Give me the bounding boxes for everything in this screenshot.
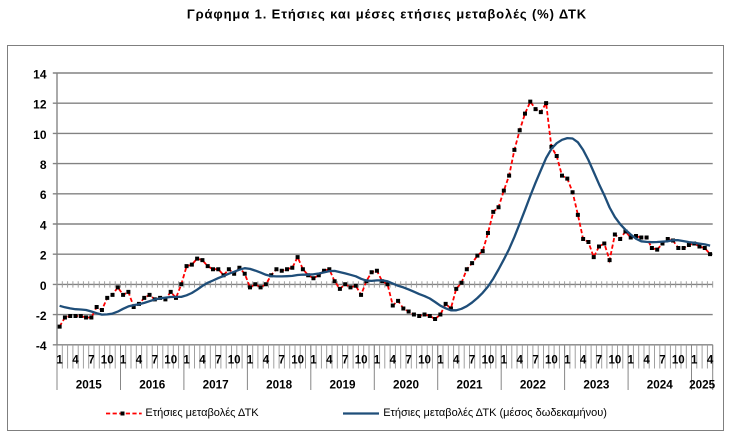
svg-text:10: 10 xyxy=(101,355,114,367)
svg-text:2017: 2017 xyxy=(203,378,229,391)
svg-text:1: 1 xyxy=(183,355,190,367)
svg-text:7: 7 xyxy=(532,355,538,367)
svg-text:1: 1 xyxy=(501,355,508,367)
svg-text:12: 12 xyxy=(33,98,47,112)
svg-text:2023: 2023 xyxy=(583,378,610,391)
svg-text:10: 10 xyxy=(609,355,622,367)
svg-text:6: 6 xyxy=(40,188,47,202)
svg-text:-4: -4 xyxy=(36,339,47,353)
svg-text:1: 1 xyxy=(691,355,698,367)
svg-text:2015: 2015 xyxy=(76,378,103,391)
svg-text:1: 1 xyxy=(56,355,63,367)
svg-text:7: 7 xyxy=(278,355,284,367)
svg-text:2021: 2021 xyxy=(456,378,483,391)
svg-text:10: 10 xyxy=(164,355,177,367)
svg-text:7: 7 xyxy=(342,355,348,367)
svg-text:4: 4 xyxy=(707,355,714,367)
svg-text:7: 7 xyxy=(88,355,94,367)
svg-text:4: 4 xyxy=(263,355,270,367)
svg-text:7: 7 xyxy=(469,355,475,367)
svg-text:1: 1 xyxy=(627,355,634,367)
svg-text:4: 4 xyxy=(199,355,206,367)
svg-text:4: 4 xyxy=(516,355,523,367)
svg-text:4: 4 xyxy=(453,355,460,367)
svg-text:7: 7 xyxy=(152,355,158,367)
svg-text:4: 4 xyxy=(643,355,650,367)
svg-text:1: 1 xyxy=(310,355,317,367)
svg-text:10: 10 xyxy=(418,355,431,367)
svg-text:10: 10 xyxy=(355,355,368,367)
svg-text:2019: 2019 xyxy=(329,378,356,391)
svg-text:7: 7 xyxy=(596,355,602,367)
svg-text:7: 7 xyxy=(215,355,221,367)
svg-text:1: 1 xyxy=(374,355,381,367)
svg-text:4: 4 xyxy=(580,355,587,367)
svg-text:2022: 2022 xyxy=(520,378,547,391)
svg-text:2016: 2016 xyxy=(139,378,166,391)
svg-text:10: 10 xyxy=(228,355,241,367)
svg-text:2025: 2025 xyxy=(689,378,716,391)
svg-text:1: 1 xyxy=(437,355,444,367)
svg-text:10: 10 xyxy=(482,355,495,367)
svg-text:7: 7 xyxy=(405,355,411,367)
svg-text:4: 4 xyxy=(390,355,397,367)
svg-text:2020: 2020 xyxy=(393,378,420,391)
svg-text:10: 10 xyxy=(291,355,304,367)
svg-text:Ετήσιες μεταβολές ΔΤΚ: Ετήσιες μεταβολές ΔΤΚ xyxy=(145,407,259,419)
svg-text:4: 4 xyxy=(72,355,79,367)
svg-text:7: 7 xyxy=(659,355,665,367)
svg-text:1: 1 xyxy=(564,355,571,367)
svg-text:2024: 2024 xyxy=(647,378,674,391)
svg-text:10: 10 xyxy=(672,355,685,367)
svg-text:-2: -2 xyxy=(36,309,47,323)
svg-text:0: 0 xyxy=(40,279,47,293)
svg-text:14: 14 xyxy=(33,67,47,81)
svg-text:1: 1 xyxy=(120,355,127,367)
svg-text:2018: 2018 xyxy=(266,378,293,391)
svg-text:10: 10 xyxy=(545,355,558,367)
svg-text:10: 10 xyxy=(33,128,47,142)
svg-text:4: 4 xyxy=(326,355,333,367)
svg-text:1: 1 xyxy=(247,355,254,367)
svg-text:8: 8 xyxy=(40,158,47,172)
svg-text:4: 4 xyxy=(136,355,143,367)
svg-text:2: 2 xyxy=(40,249,47,263)
svg-text:4: 4 xyxy=(40,218,47,232)
svg-text:Ετήσιες μεταβολές ΔΤΚ (μέσος δ: Ετήσιες μεταβολές ΔΤΚ (μέσος δωδεκαμήνου… xyxy=(383,407,607,419)
svg-text:Γράφημα 1. Ετήσιες και μέσες ε: Γράφημα 1. Ετήσιες και μέσες ετήσιες μετ… xyxy=(187,7,587,22)
